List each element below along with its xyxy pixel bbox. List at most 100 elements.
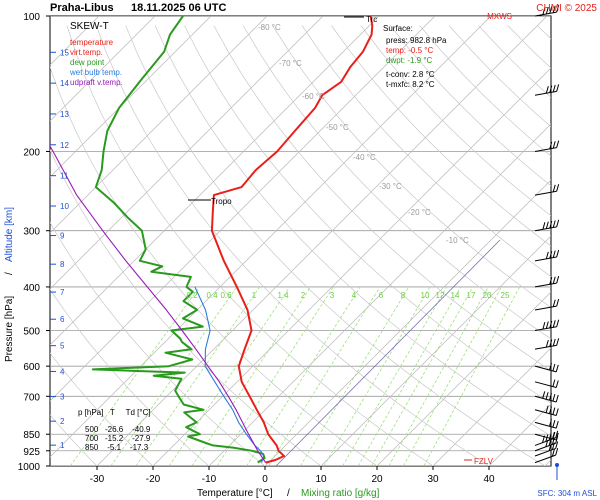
- lcl-guide-line: [275, 239, 501, 467]
- dry-adiabat: [95, 25, 490, 466]
- mixing-ratio-line: [216, 286, 334, 466]
- mixing-ratio-label: 10: [421, 291, 430, 300]
- altitude-tick-label: 12: [60, 141, 69, 150]
- pressure-tick-label: 700: [23, 392, 40, 403]
- datetime: 18.11.2025 06 UTC: [131, 2, 226, 14]
- mixing-ratio-line: [423, 286, 520, 466]
- mixing-ratio-line: [268, 286, 381, 466]
- dry-adiabat: [213, 25, 551, 372]
- levels-table-row: 500 -26.6 -40.9: [85, 425, 151, 434]
- surface-title: Surface:: [383, 24, 413, 33]
- mixing-ratio-label: 2: [301, 291, 306, 300]
- isotherm-line: [50, 16, 156, 122]
- isotherm-line: [96, 16, 548, 466]
- legend-virt-temp: virt.temp.: [70, 48, 103, 57]
- isotherm-line: [50, 16, 324, 290]
- series-temperature: [210, 16, 374, 464]
- mixing-ratio-label: 14: [451, 291, 460, 300]
- sounding-series: [50, 16, 374, 464]
- series-dew-point: [91, 16, 266, 464]
- wind-barb: [534, 84, 560, 96]
- pressure-tick-label: 1000: [18, 462, 41, 473]
- mixing-ratio-label: 0.2: [186, 291, 198, 300]
- mixing-ratio-line: [110, 286, 238, 466]
- axis-tick-labels: 0.2 0.4 0.6 1 1.4 2 3 4 6 8 10 12 14 17 20 25-80 °C-70 …: [18, 12, 510, 485]
- temperature-tick-label: 40: [483, 474, 495, 485]
- dry-adiabat: [567, 26, 600, 476]
- isotherm-line: [432, 347, 551, 466]
- wind-barb: [534, 184, 560, 196]
- dry-adiabat: [184, 25, 551, 404]
- altitude-tick-label: 4: [60, 367, 65, 376]
- isotherm-label: -80 °C: [258, 23, 281, 32]
- mixing-ratio-label: 0.6: [220, 291, 232, 300]
- grid-lines: [50, 16, 600, 476]
- mixing-ratio-label: 20: [483, 291, 492, 300]
- wind-barb: [534, 140, 560, 152]
- isotherm-label: -30 °C: [379, 182, 402, 191]
- isotherm-label: -10 °C: [446, 236, 469, 245]
- wind-barb: [534, 419, 559, 429]
- dry-adiabat: [50, 414, 98, 466]
- altitude-tick-label: 9: [60, 232, 65, 241]
- levels-table-row: 850 -5.1 -17.3: [85, 443, 149, 452]
- wind-barb: [534, 362, 559, 373]
- dry-adiabat: [331, 25, 551, 247]
- mixing-ratio-line: [191, 286, 311, 466]
- y-axis-title-pressure: Pressure [hPa]: [4, 296, 15, 362]
- isotherm-line: [50, 16, 436, 402]
- altitude-tick-label: 6: [60, 315, 65, 324]
- altitude-tick-label: 7: [60, 288, 65, 297]
- mixing-ratio-line: [403, 286, 502, 466]
- mixing-ratio-line: [357, 286, 462, 466]
- altitude-tick-label: 5: [60, 342, 65, 351]
- mixing-ratio-line: [69, 286, 200, 466]
- pressure-tick-label: 925: [23, 447, 40, 458]
- y-axis-title-altitude: Altitude [km]: [4, 207, 15, 262]
- legend-dew-point: dew point: [70, 58, 105, 67]
- series-updraft: [50, 145, 267, 463]
- isotherm-label: -50 °C: [326, 123, 349, 132]
- wind-barb: [534, 319, 560, 332]
- mixing-ratio-label: 1: [252, 291, 257, 300]
- mixing-ratio-label: 25: [501, 291, 510, 300]
- y-axis-title-separator: /: [4, 272, 15, 275]
- surface-tmxfc: t-mxfc: 8.2 °C: [386, 80, 435, 89]
- pressure-tick-label: 850: [23, 430, 40, 441]
- temperature-tick-label: -10: [202, 474, 217, 485]
- mixing-ratio-line: [342, 286, 448, 466]
- isotherm-line: [50, 16, 380, 346]
- mixing-ratio-label: 3: [330, 291, 335, 300]
- wind-barb: [534, 275, 560, 288]
- surface-temp: temp: -0.5 °C: [386, 46, 433, 55]
- wind-barb: [534, 338, 560, 350]
- pressure-tick-label: 500: [23, 327, 40, 338]
- isotherm-line: [152, 67, 551, 466]
- surface-dwpt: dwpt: -1.9 °C: [386, 56, 433, 65]
- levels-table-header: p [hPa] T Td [°C]: [78, 408, 151, 417]
- x-axis-title-temperature: Temperature [°C]: [197, 488, 273, 499]
- dry-adiabat: [272, 25, 551, 308]
- pressure-tick-label: 300: [23, 227, 40, 238]
- altitude-tick-label: 8: [60, 260, 65, 269]
- wind-barb: [534, 379, 559, 388]
- tropopause-label: Tropo: [211, 197, 232, 206]
- marker-lines: [188, 16, 559, 480]
- wind-barbs: [534, 5, 560, 464]
- temperature-tick-label: -30: [90, 474, 105, 485]
- wind-barb: [534, 391, 559, 403]
- mixing-ratio-label: 12: [436, 291, 445, 300]
- pressure-tick-label: 100: [23, 12, 40, 23]
- mixing-ratio-line: [246, 286, 361, 466]
- fzlv-label: FZLV: [474, 457, 494, 466]
- isotherm-line: [208, 123, 551, 466]
- wind-barb: [534, 5, 560, 17]
- mixing-ratio-label: 4: [352, 291, 357, 300]
- pressure-tick-label: 600: [23, 362, 40, 373]
- altitude-tick-label: 1: [60, 441, 65, 450]
- isotherm-label: -40 °C: [353, 153, 376, 162]
- isotherm-label: -60 °C: [302, 92, 325, 101]
- wind-barb: [534, 431, 559, 441]
- surface-tconv: t-conv: 2.8 °C: [386, 70, 435, 79]
